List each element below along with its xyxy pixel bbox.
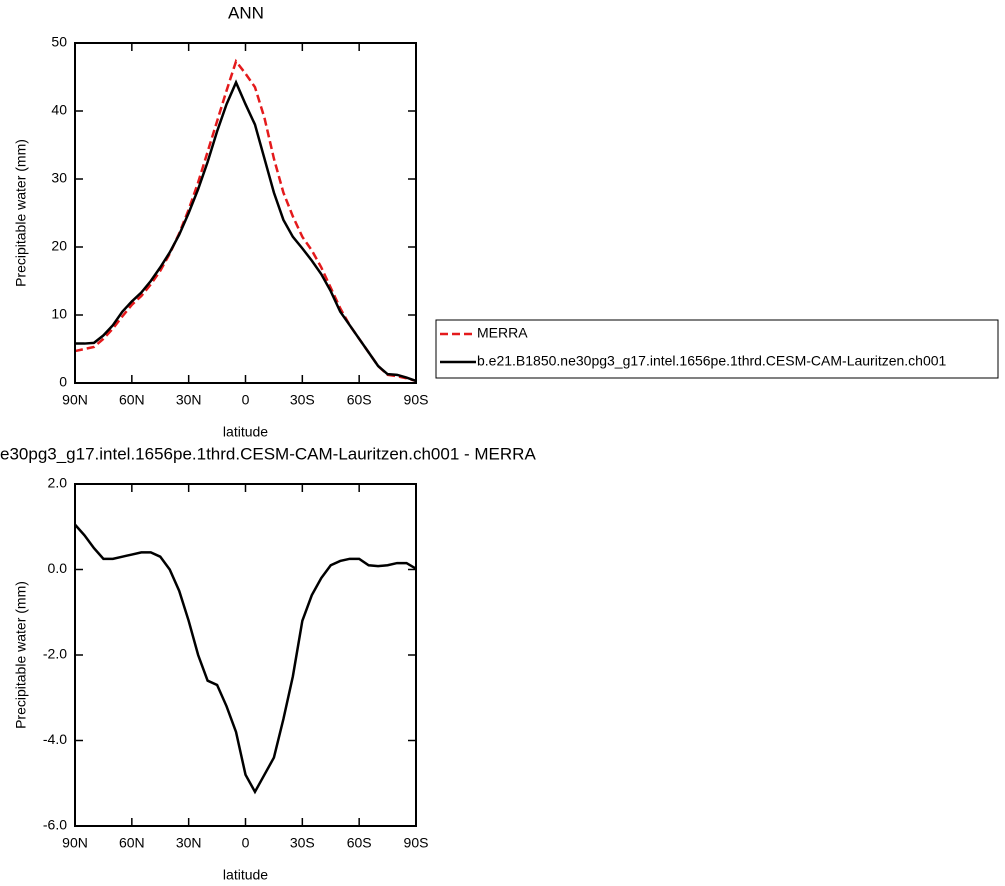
x-tick-label: 90N xyxy=(62,392,88,408)
y-tick-label: 2.0 xyxy=(48,475,68,491)
plot-frame xyxy=(74,483,417,827)
data-line xyxy=(75,79,417,383)
y-tick-label: 0 xyxy=(59,374,67,390)
y-tick-label: -6.0 xyxy=(43,817,67,833)
x-tick-label: 90S xyxy=(404,835,429,851)
x-tick-label: 30S xyxy=(290,392,315,408)
x-tick-label: 90N xyxy=(62,835,88,851)
x-tick-label: 60N xyxy=(119,835,145,851)
legend-label: MERRA xyxy=(477,325,528,341)
x-tick-label: 0 xyxy=(242,392,250,408)
x-tick-label: 0 xyxy=(242,835,250,851)
plot-frame xyxy=(74,42,417,384)
x-tick-label: 60S xyxy=(347,392,372,408)
x-axis-label: latitude xyxy=(223,867,268,883)
data-line xyxy=(74,58,417,383)
x-tick-label: 60N xyxy=(119,392,145,408)
chart-title: ANN xyxy=(228,3,264,22)
y-axis-label: Precipitable water (mm) xyxy=(13,581,29,729)
x-tick-label: 90S xyxy=(404,392,429,408)
x-tick-label: 30S xyxy=(290,835,315,851)
y-axis-label: Precipitable water (mm) xyxy=(13,139,29,287)
y-tick-label: 20 xyxy=(51,238,67,254)
legend-box xyxy=(435,319,999,379)
chart-title: e30pg3_g17.intel.1656pe.1thrd.CESM-CAM-L… xyxy=(0,444,536,463)
y-tick-label: 10 xyxy=(51,306,67,322)
y-tick-label: 0.0 xyxy=(48,560,68,576)
legend-label: b.e21.B1850.ne30pg3_g17.intel.1656pe.1th… xyxy=(477,353,947,369)
y-tick-label: 50 xyxy=(51,34,67,50)
x-tick-label: 30N xyxy=(176,835,202,851)
x-tick-label: 60S xyxy=(347,835,372,851)
y-tick-label: -4.0 xyxy=(43,731,67,747)
y-tick-label: 40 xyxy=(51,102,67,118)
y-tick-label: 30 xyxy=(51,170,67,186)
data-line xyxy=(74,523,417,795)
y-tick-label: -2.0 xyxy=(43,646,67,662)
x-tick-label: 30N xyxy=(176,392,202,408)
x-axis-label: latitude xyxy=(223,424,268,440)
